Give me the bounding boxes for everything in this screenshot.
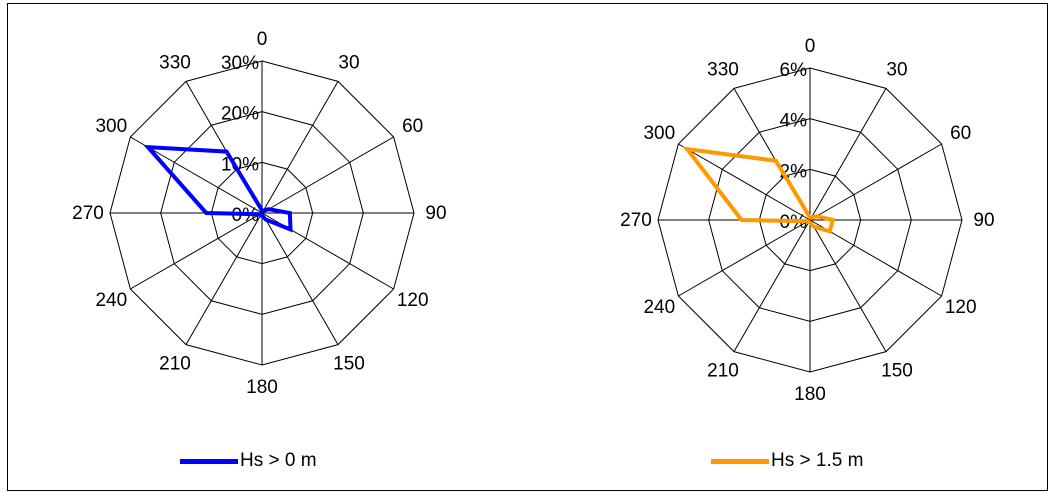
legend-hs-1-5: Hs > 1.5 m xyxy=(711,450,863,472)
series-line xyxy=(143,144,293,233)
legend-swatch xyxy=(180,458,238,464)
grid-spoke xyxy=(261,212,339,345)
direction-label: 330 xyxy=(159,52,191,73)
direction-label: 90 xyxy=(973,210,994,231)
direction-label: 60 xyxy=(950,123,971,144)
direction-label: 120 xyxy=(945,297,977,318)
grid-spoke xyxy=(809,143,942,221)
radial-tick-label: 30% xyxy=(221,53,259,74)
legend-label: Hs > 0 m xyxy=(240,450,317,471)
direction-label: 0 xyxy=(805,36,816,57)
grid-spoke xyxy=(261,81,339,214)
direction-label: 30 xyxy=(338,52,359,73)
legend-swatch xyxy=(711,458,769,464)
direction-label: 210 xyxy=(159,354,191,375)
direction-label: 300 xyxy=(643,123,675,144)
direction-label: 300 xyxy=(95,116,127,137)
grid-spoke xyxy=(678,143,811,221)
direction-label: 60 xyxy=(402,116,423,137)
grid-spoke xyxy=(733,219,811,352)
grid-spoke xyxy=(185,212,263,345)
direction-label: 240 xyxy=(95,290,127,311)
legend-hs-0: Hs > 0 m xyxy=(180,450,317,472)
radar-chart-hs-0: 03060901201501802102402703003300%10%20%3… xyxy=(72,29,446,398)
grid-spoke xyxy=(130,212,263,290)
direction-label: 30 xyxy=(886,59,907,80)
direction-label: 90 xyxy=(425,203,446,224)
radial-tick-label: 20% xyxy=(221,104,259,125)
direction-label: 150 xyxy=(333,354,365,375)
legend-label: Hs > 1.5 m xyxy=(771,450,864,471)
direction-label: 240 xyxy=(643,297,675,318)
direction-label: 180 xyxy=(246,377,278,398)
direction-label: 180 xyxy=(794,384,826,405)
direction-label: 270 xyxy=(72,203,104,224)
grid-spoke xyxy=(678,219,811,297)
figure-frame xyxy=(7,3,1048,491)
grid-spoke xyxy=(261,136,394,214)
series-line xyxy=(682,146,836,234)
grid-spoke xyxy=(809,219,942,297)
direction-label: 270 xyxy=(620,210,652,231)
grid-spoke xyxy=(809,219,887,352)
direction-label: 0 xyxy=(257,29,268,50)
direction-label: 120 xyxy=(397,290,429,311)
direction-label: 150 xyxy=(881,361,913,382)
direction-label: 210 xyxy=(707,361,739,382)
grid-spoke xyxy=(809,88,887,221)
radial-tick-label: 4% xyxy=(780,111,808,132)
radial-tick-label: 6% xyxy=(780,60,808,81)
direction-label: 330 xyxy=(707,59,739,80)
